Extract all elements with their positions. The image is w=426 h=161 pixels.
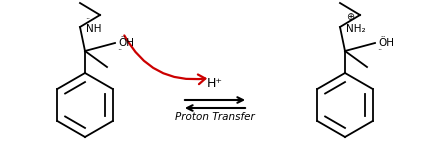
Text: ÖH: ÖH <box>378 38 394 48</box>
Text: H⁺: H⁺ <box>207 77 223 90</box>
Text: NH: NH <box>86 24 101 34</box>
Text: ··: ·· <box>85 15 90 24</box>
Text: Proton Transfer: Proton Transfer <box>175 112 255 122</box>
Text: ··: ·· <box>377 47 382 56</box>
Text: ⊕: ⊕ <box>346 12 354 22</box>
Text: ··: ·· <box>117 47 122 56</box>
Text: ÖH: ÖH <box>118 38 134 48</box>
FancyArrowPatch shape <box>124 35 205 84</box>
Text: NH₂: NH₂ <box>346 24 366 34</box>
